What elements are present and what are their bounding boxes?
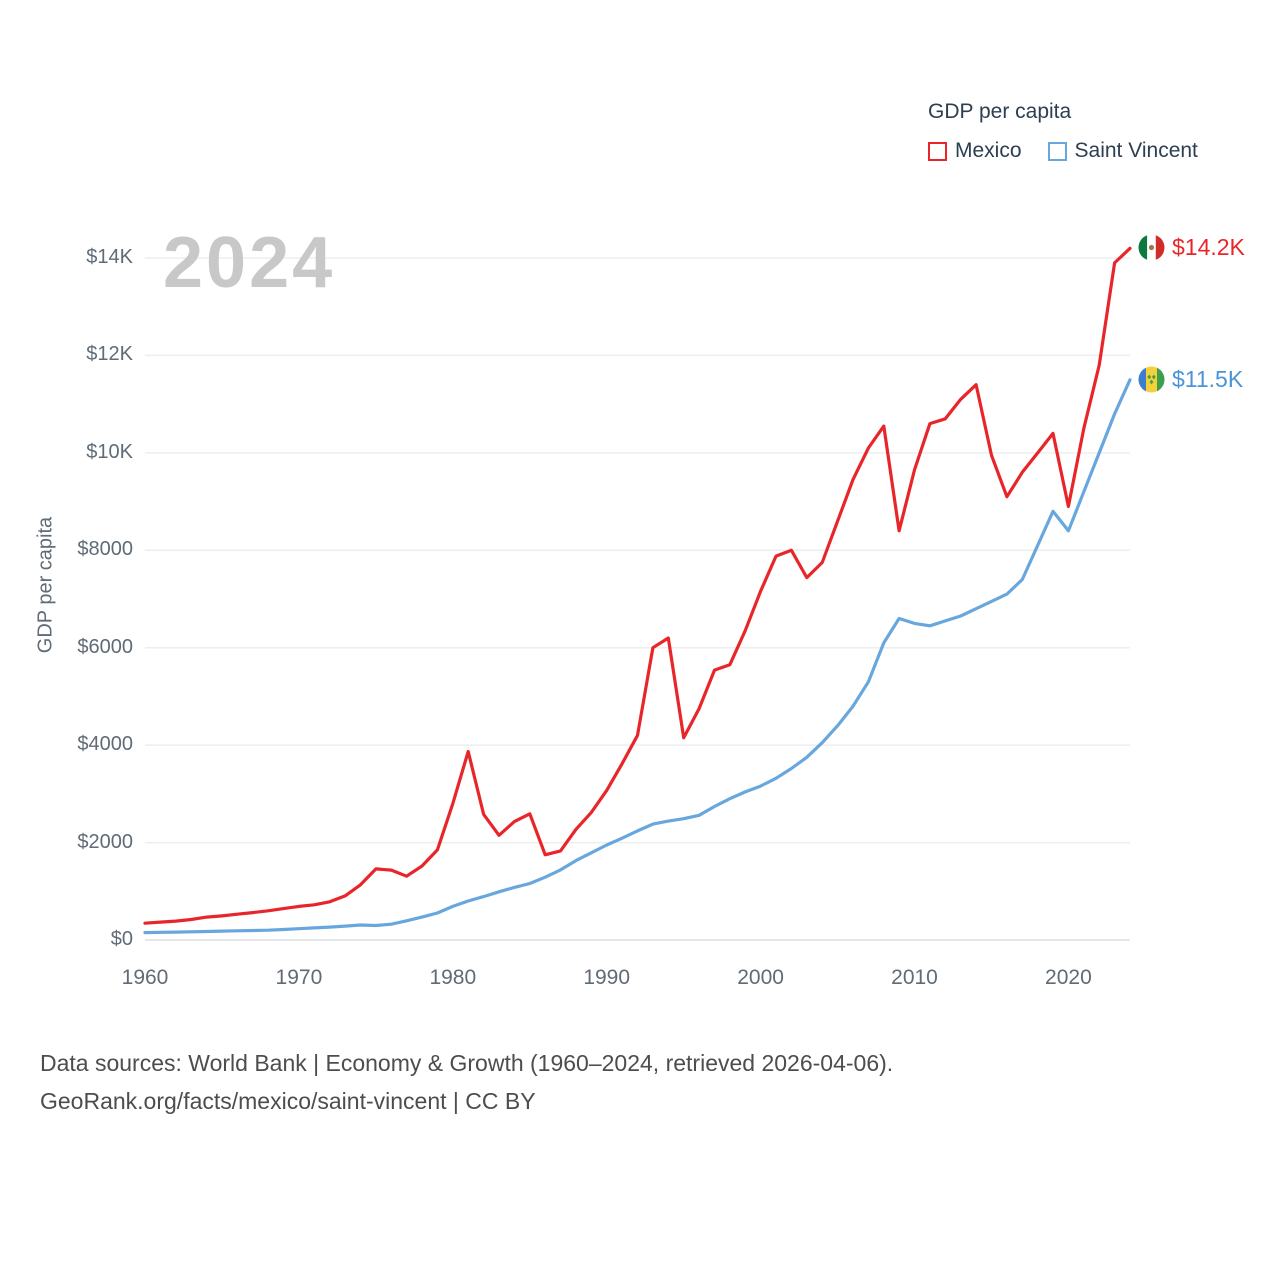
watermark-year: 2024 (163, 223, 336, 303)
footer-data-sources: Data sources: World Bank | Economy & Gro… (40, 1050, 894, 1076)
legend-title: GDP per capita (928, 100, 1072, 123)
mexico-end-value: $14.2K (1172, 234, 1245, 261)
mexico-flag-icon (1138, 234, 1165, 261)
saint-vincent-flag-icon (1138, 366, 1165, 393)
y-tick-label-0: $0 (110, 928, 133, 950)
legend-swatch-mexico (928, 141, 947, 161)
mexico-line (143, 246, 1132, 925)
y-tick-label-12000: $12K (86, 343, 133, 366)
x-tick-label-2000: 2000 (737, 966, 784, 989)
legend-item-saint-vincent[interactable]: Saint Vincent (1047, 139, 1198, 163)
saint-vincent-end-label: $11.5K (1138, 366, 1243, 393)
x-tick-label-1970: 1970 (275, 966, 323, 989)
y-axis-labels: $0 $2000 $4000 $6000 $8000 $10K $12K $14K (0, 0, 133, 1280)
x-tick-label-2010: 2010 (891, 966, 938, 989)
x-axis-labels: 1960 1970 1980 1990 2000 2010 2020 (0, 966, 1280, 996)
saint-vincent-end-value: $11.5K (1172, 365, 1244, 392)
legend-items: Mexico Saint Vincent (928, 139, 1198, 163)
legend-label-mexico: Mexico (955, 139, 1022, 162)
chart-legend: GDP per capita Mexico Saint Vincent (928, 100, 1198, 163)
legend-label-saint-vincent: Saint Vincent (1074, 139, 1198, 162)
saint-vincent-line (143, 378, 1132, 935)
y-tick-label-2000: $2000 (77, 830, 133, 853)
legend-swatch-saint-vincent (1047, 141, 1067, 161)
footer-attribution: GeoRank.org/facts/mexico/saint-vincent |… (40, 1088, 536, 1114)
x-tick-label-1960: 1960 (121, 966, 169, 989)
y-tick-label-4000: $4000 (77, 733, 133, 756)
y-tick-label-8000: $8000 (77, 538, 133, 561)
mexico-end-label: $14.2K (1138, 234, 1245, 261)
legend-item-mexico[interactable]: Mexico (928, 139, 1022, 163)
x-tick-label-1990: 1990 (583, 966, 631, 989)
x-tick-label-1980: 1980 (429, 966, 477, 989)
y-tick-label-10000: $10K (86, 440, 133, 463)
y-tick-label-6000: $6000 (77, 635, 133, 658)
footer: Data sources: World Bank | Economy & Gro… (40, 1044, 893, 1120)
y-tick-label-14000: $14K (86, 246, 133, 268)
x-tick-label-2020: 2020 (1045, 966, 1092, 989)
